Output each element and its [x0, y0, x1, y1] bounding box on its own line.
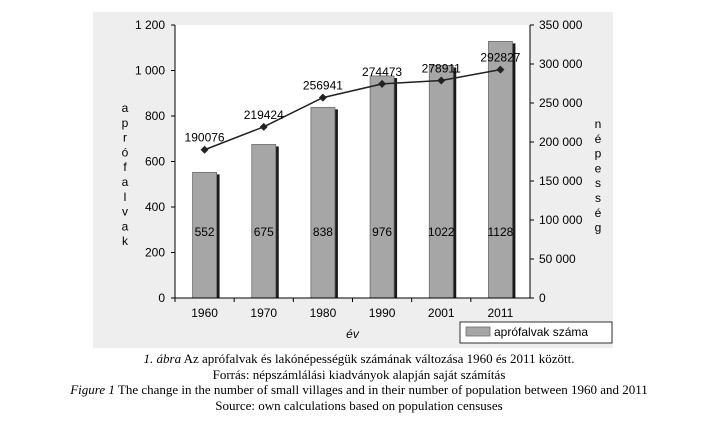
population-value-label: 274473 — [362, 65, 402, 79]
bar — [488, 40, 513, 299]
left-tick-label: 0 — [158, 291, 165, 305]
population-value-label: 190076 — [185, 131, 225, 145]
left-axis-title-letter: f — [123, 160, 127, 174]
bar — [428, 65, 454, 299]
population-marker — [496, 65, 505, 74]
right-axis-title-letter: s — [595, 191, 601, 205]
population-marker — [318, 93, 327, 102]
left-tick-label: 200 — [145, 246, 165, 260]
population-value-label: 256941 — [303, 79, 343, 93]
right-axis-title-letter: é — [595, 206, 602, 220]
bar-value-label: 838 — [313, 225, 333, 239]
right-axis-title-letter: p — [595, 147, 602, 161]
bar — [310, 106, 336, 299]
caption-source-hu: Forrás: népszámlálási kiadványok alapján… — [212, 366, 506, 382]
caption-figure-number-en: Figure 1 — [70, 382, 115, 397]
legend-box — [459, 321, 613, 344]
population-value-label: 292827 — [480, 51, 520, 65]
x-tick-label: 1970 — [250, 306, 277, 320]
right-tick-label: 0 — [539, 291, 546, 305]
legend-bar-swatch — [465, 326, 491, 337]
right-axis-title-letter: e — [595, 161, 602, 175]
plot-area — [175, 25, 530, 298]
x-tick-label: 2001 — [428, 306, 455, 320]
left-axis-title-letter: p — [122, 116, 129, 130]
left-axis-title-letter: l — [124, 190, 127, 204]
caption-line-hu: 1. ábra Az aprófalvak és lakónépességük … — [0, 351, 718, 367]
left-axis-title-letter: k — [122, 234, 129, 248]
bar — [251, 144, 277, 299]
right-axis-title-letter: g — [595, 221, 602, 235]
right-tick-label: 250 000 — [539, 96, 583, 110]
bar-value-label: 976 — [372, 225, 392, 239]
caption-line-en: Figure 1 The change in the number of sma… — [0, 382, 718, 398]
population-line — [204, 68, 501, 151]
caption-source-en: Source: own calculations based on popula… — [215, 397, 503, 413]
right-tick-label: 300 000 — [539, 57, 583, 71]
right-tick-label: 100 000 — [539, 213, 583, 227]
left-axis-title-letter: a — [122, 101, 129, 115]
x-tick-label: 1980 — [310, 306, 337, 320]
x-axis-title: év — [346, 327, 360, 341]
right-tick-label: 150 000 — [539, 174, 583, 188]
legend-label: aprófalvak száma — [494, 325, 588, 339]
population-marker — [200, 145, 209, 154]
left-tick-label: 1 200 — [135, 18, 165, 32]
chart: 552 675 838 976 1022 1128 0 200 400 600 800 1 000 1 … — [93, 12, 613, 348]
x-tick-label: 1960 — [191, 306, 218, 320]
left-tick-label: 600 — [145, 155, 165, 169]
figure-caption: 1. ábra Az aprófalvak és lakónépességük … — [0, 351, 718, 413]
right-axis-title-letter: n — [595, 117, 602, 131]
population-marker — [437, 76, 446, 85]
right-tick-label: 350 000 — [539, 18, 583, 32]
left-axis-title-letter: ó — [122, 145, 129, 159]
caption-title-hu: Az aprófalvak és lakónépességük számának… — [181, 351, 575, 366]
caption-title-en: The change in the number of small villag… — [114, 382, 648, 397]
chart-svg: 552 675 838 976 1022 1128 0 200 400 600 800 1 000 1 … — [93, 12, 613, 348]
left-axis-title-letter: r — [123, 131, 127, 145]
left-tick-label: 800 — [145, 109, 165, 123]
population-marker — [259, 122, 268, 131]
right-tick-label: 200 000 — [539, 135, 583, 149]
bar-value-label: 675 — [254, 225, 274, 239]
left-axis-title-letter: a — [122, 175, 129, 189]
left-tick-label: 1 000 — [135, 64, 165, 78]
x-tick-label: 1990 — [369, 306, 396, 320]
population-value-label: 219424 — [244, 108, 284, 122]
bar-value-label: 1022 — [428, 225, 455, 239]
bar — [369, 75, 395, 299]
left-tick-label: 400 — [145, 200, 165, 214]
right-tick-label: 50 000 — [539, 252, 576, 266]
right-axis-title-letter: é — [595, 132, 602, 146]
bar-value-label: 1128 — [488, 225, 514, 239]
caption-figure-number-hu: 1. ábra — [143, 351, 182, 366]
population-marker — [378, 79, 387, 88]
bar-value-label: 552 — [195, 225, 215, 239]
left-axis-title-letter: a — [122, 219, 129, 233]
x-tick-label: 2011 — [488, 306, 514, 320]
right-axis-title-letter: s — [595, 176, 601, 190]
left-axis-title-letter: v — [122, 205, 128, 219]
population-value-label: 278911 — [422, 61, 461, 75]
